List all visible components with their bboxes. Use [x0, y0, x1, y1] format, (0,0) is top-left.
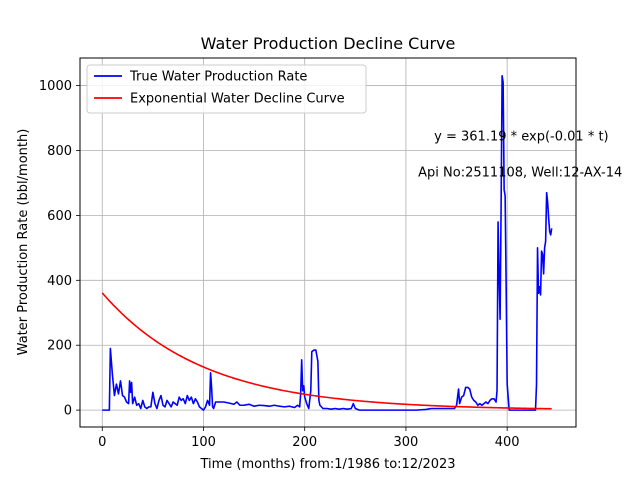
legend-box	[86, 64, 367, 114]
y-tick-label: 800	[47, 144, 72, 159]
x-tick-label: 400	[495, 435, 520, 450]
y-tick-label: 1000	[39, 79, 72, 94]
x-axis-label: Time (months) from:1/1986 to:12/2023	[199, 457, 455, 472]
y-tick-label: 200	[47, 339, 72, 354]
x-tick-label: 0	[98, 435, 106, 450]
exponential-decline-line	[101, 292, 552, 410]
true-water-rate-line	[102, 75, 553, 411]
chart-title: Water Production Decline Curve	[201, 34, 456, 53]
x-axis-ticks: 0 100 200 300 400	[98, 427, 520, 450]
plot-area	[101, 75, 553, 411]
well-annotation: Api No:2511108, Well:12-AX-14	[418, 166, 622, 181]
y-tick-label: 400	[47, 274, 72, 289]
y-axis-ticks: 0 200 400 600 800 1000	[39, 79, 80, 419]
x-tick-label: 200	[292, 435, 317, 450]
y-tick-label: 600	[47, 209, 72, 224]
x-tick-label: 100	[191, 435, 216, 450]
y-axis-label: Water Production Rate (bbl/month)	[16, 129, 31, 356]
legend-label: Exponential Water Decline Curve	[130, 92, 345, 107]
annotations: y = 361.19 * exp(-0.01 * t) Api No:251110…	[418, 130, 622, 181]
equation-annotation: y = 361.19 * exp(-0.01 * t)	[434, 130, 608, 145]
plot-frame	[79, 57, 577, 428]
y-tick-label: 0	[64, 404, 72, 419]
legend-label: True Water Production Rate	[129, 70, 307, 85]
x-tick-label: 300	[394, 435, 419, 450]
legend: True Water Production Rate Exponential Wa…	[86, 64, 367, 114]
